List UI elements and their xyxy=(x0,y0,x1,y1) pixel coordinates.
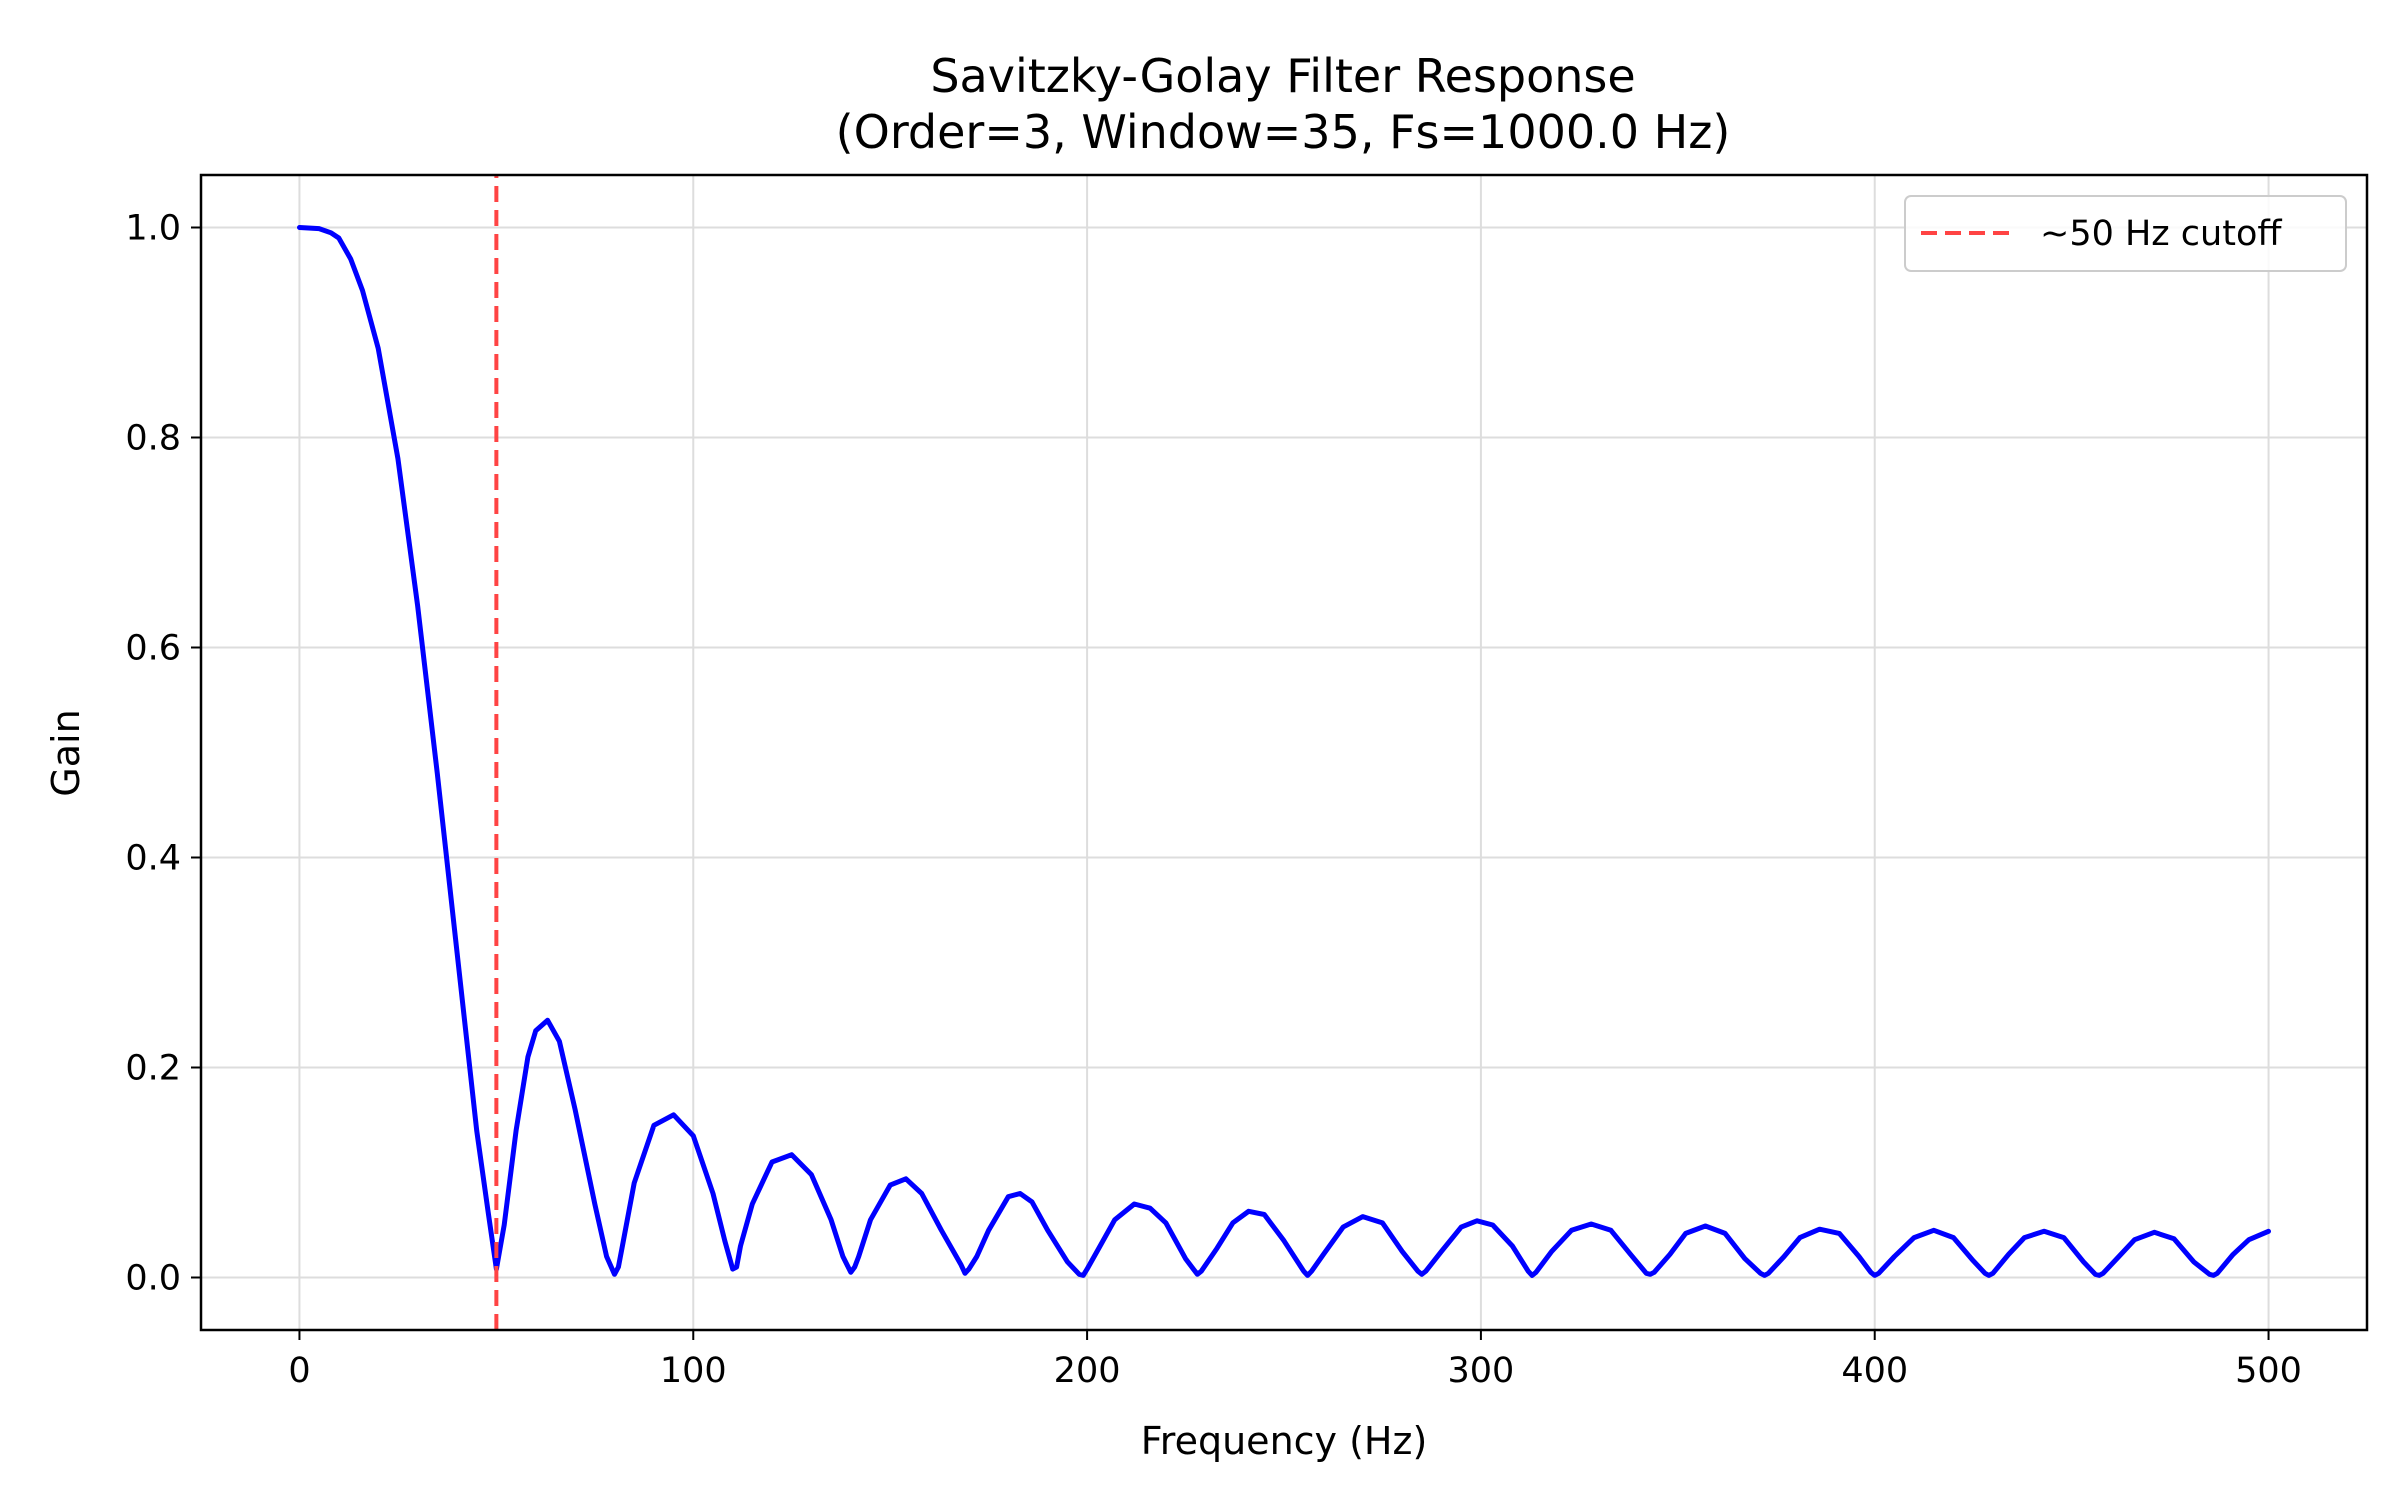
x-tick-label: 200 xyxy=(1054,1351,1121,1391)
y-tick-label: 0.0 xyxy=(125,1259,181,1299)
x-tick-label: 400 xyxy=(1841,1351,1908,1391)
plot-frame xyxy=(199,173,2369,1332)
grid xyxy=(201,175,2367,1330)
x-axis-label: Frequency (Hz) xyxy=(1141,1419,1428,1463)
chart-subtitle: (Order=3, Window=35, Fs=1000.0 Hz) xyxy=(836,105,1731,159)
x-tick-label: 300 xyxy=(1448,1351,1515,1391)
y-tick-label: 0.2 xyxy=(125,1049,181,1089)
y-tick-label: 1.0 xyxy=(125,209,181,249)
series-line-filter-response xyxy=(297,225,2271,1278)
x-tick-label: 500 xyxy=(2235,1351,2302,1391)
y-tick-label: 0.8 xyxy=(125,419,181,459)
plot-lines xyxy=(297,175,2271,1330)
ticks: 0 100 200 300 400 500 0.0 0.2 0.4 0.6 0.8 1.0 xyxy=(125,209,2302,1392)
y-tick-label: 0.4 xyxy=(125,839,181,879)
x-tick-label: 0 xyxy=(288,1351,310,1391)
chart-title: Savitzky-Golay Filter Response xyxy=(930,49,1635,103)
legend: ~50 Hz cutoff xyxy=(1904,195,2347,272)
legend-box xyxy=(1904,195,2347,272)
y-axis-label: Gain xyxy=(44,709,88,796)
y-tick-label: 0.6 xyxy=(125,629,181,669)
legend-label-cutoff: ~50 Hz cutoff xyxy=(2040,214,2282,254)
x-tick-label: 100 xyxy=(660,1351,727,1391)
